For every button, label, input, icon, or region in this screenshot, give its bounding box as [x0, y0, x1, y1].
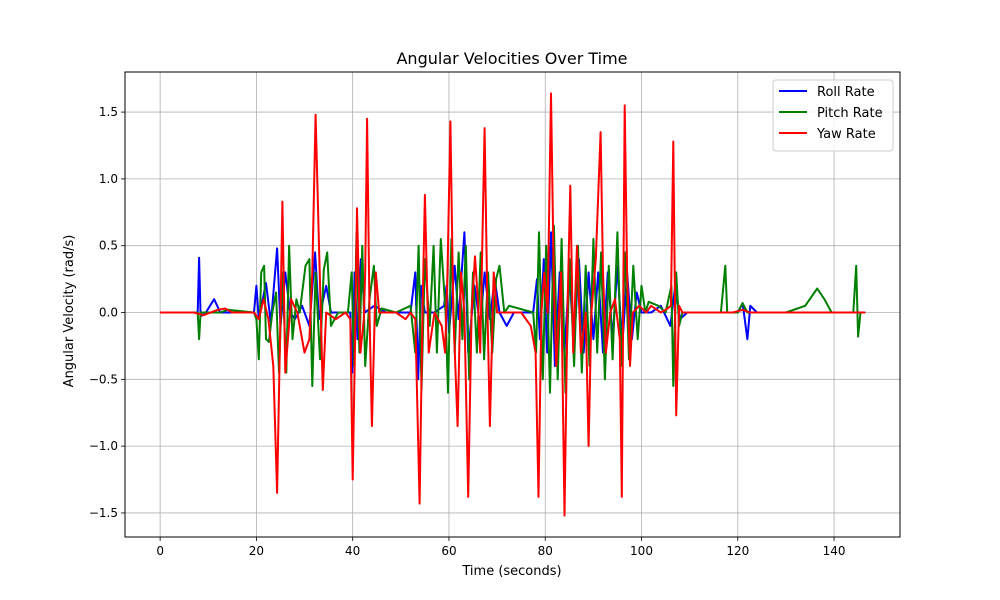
x-tick-label: 40: [345, 544, 360, 558]
x-tick-label: 60: [441, 544, 456, 558]
x-axis-label: Time (seconds): [461, 564, 561, 579]
legend-label-roll-rate: Roll Rate: [817, 85, 875, 100]
y-tick-label: 1.5: [99, 105, 118, 119]
y-tick-label: 1.0: [99, 172, 118, 186]
legend-label-yaw-rate: Yaw Rate: [816, 127, 876, 142]
y-tick-label: 0.5: [99, 239, 118, 253]
x-tick-label: 20: [249, 544, 264, 558]
plot-frame: [124, 71, 901, 538]
legend: Roll Rate Pitch Rate Yaw Rate: [772, 79, 894, 152]
x-tick-label: 0: [156, 544, 164, 558]
legend-label-pitch-rate: Pitch Rate: [817, 106, 883, 121]
y-tick-label: −1.5: [89, 506, 118, 520]
chart-title: Angular Velocities Over Time: [396, 49, 627, 68]
series-line-yaw-rate: [160, 92, 866, 517]
y-tick-label: −0.5: [89, 372, 118, 386]
x-tick-label: 120: [726, 544, 749, 558]
x-tick-label: 140: [823, 544, 846, 558]
y-axis: −1.5 −1.0 −0.5 0.0 0.5 1.0 1.5: [89, 105, 125, 520]
y-axis-label: Angular Velocity (rad/s): [62, 235, 77, 388]
x-tick-label: 80: [538, 544, 553, 558]
x-axis: 0 20 40 60 80 100 120 140: [156, 537, 846, 558]
y-tick-label: −1.0: [89, 439, 118, 453]
x-tick-label: 100: [630, 544, 653, 558]
series-layer: [160, 92, 866, 517]
y-tick-label: 0.0: [99, 306, 118, 320]
